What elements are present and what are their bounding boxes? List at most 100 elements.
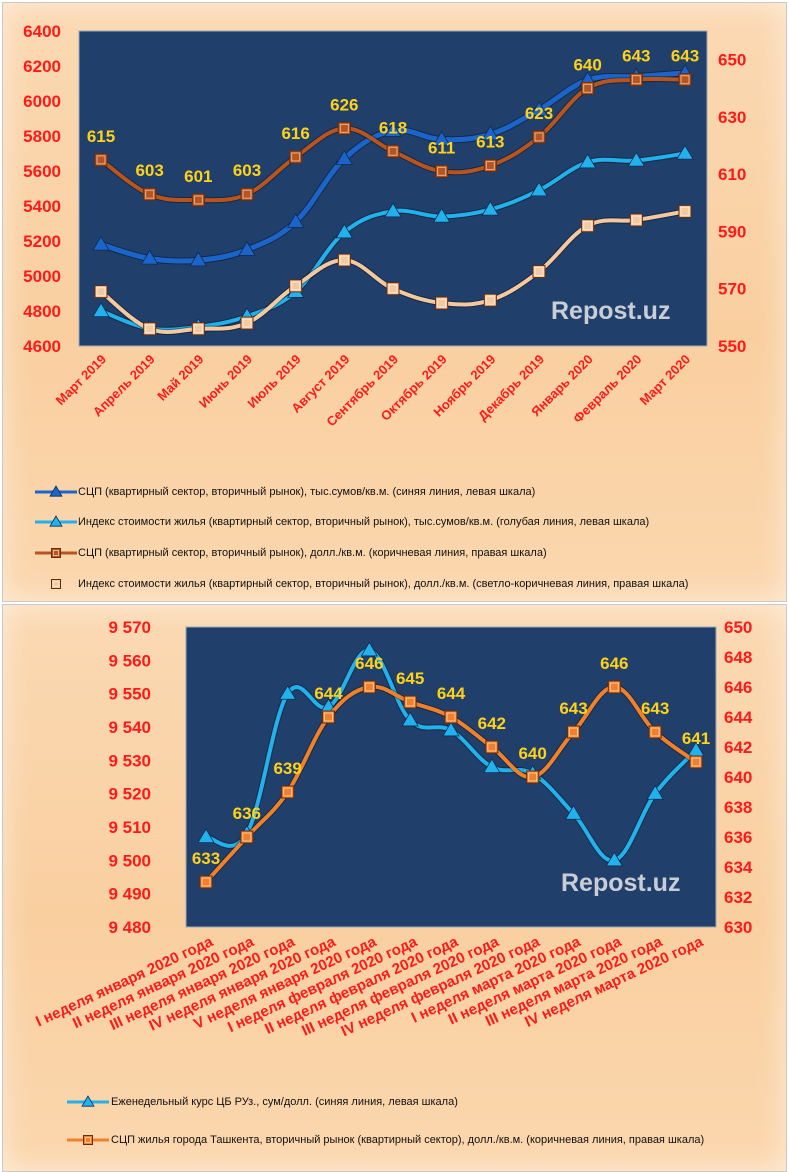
legend-marker bbox=[49, 515, 63, 527]
data-point bbox=[435, 164, 449, 178]
data-point bbox=[191, 193, 205, 207]
data-point bbox=[281, 785, 295, 799]
x-tick-label: Май 2019 bbox=[154, 352, 206, 404]
data-point bbox=[197, 828, 215, 844]
data-point bbox=[401, 711, 419, 727]
data-label: 623 bbox=[525, 104, 553, 123]
legend-label: Индекс стоимости жилья (квартирный секто… bbox=[78, 516, 650, 528]
legend-label: Индекс стоимости жилья (квартирный секто… bbox=[78, 578, 689, 590]
y-right-tick: 634 bbox=[724, 858, 753, 877]
data-point bbox=[483, 159, 497, 173]
data-point bbox=[335, 223, 354, 239]
data-label: 626 bbox=[330, 95, 358, 114]
series-2: 633 636 639 644 646 645 644 642 640 643 646 643 641 bbox=[192, 654, 710, 889]
chart-panel-2: Repost.uz 9 480 9 490 9 500 9 510 9 520 9 530 9… bbox=[2, 604, 787, 1172]
data-point bbox=[386, 282, 400, 296]
data-label: 641 bbox=[682, 729, 710, 748]
data-point bbox=[689, 755, 703, 769]
data-point bbox=[481, 125, 500, 141]
data-point bbox=[432, 130, 451, 146]
y-left-tick: 4600 bbox=[23, 337, 61, 356]
data-label: 643 bbox=[622, 47, 650, 66]
data-point bbox=[403, 695, 417, 709]
data-point bbox=[240, 830, 254, 844]
y-left-tick: 6400 bbox=[23, 22, 61, 41]
data-point bbox=[289, 150, 303, 164]
data-point bbox=[485, 740, 499, 754]
data-label: 603 bbox=[233, 161, 261, 180]
data-point bbox=[189, 251, 208, 267]
data-point bbox=[384, 121, 402, 137]
data-label: 613 bbox=[476, 133, 504, 152]
y-right-tick: 646 bbox=[724, 678, 752, 697]
data-point bbox=[337, 121, 351, 135]
legend-marker bbox=[49, 485, 63, 497]
data-point bbox=[646, 784, 664, 800]
data-point bbox=[435, 296, 449, 310]
data-label: 633 bbox=[192, 849, 220, 868]
data-label: 640 bbox=[518, 744, 546, 763]
legend-symbol bbox=[35, 485, 77, 497]
data-point bbox=[532, 130, 546, 144]
data-point bbox=[629, 73, 643, 87]
legend-symbol bbox=[67, 1095, 109, 1107]
y-left-tick: 9 530 bbox=[108, 751, 151, 770]
y-left-tick: 5000 bbox=[23, 267, 61, 286]
data-label: 645 bbox=[396, 669, 424, 688]
data-label: 611 bbox=[428, 138, 455, 157]
y-right-tick: 570 bbox=[718, 280, 746, 299]
data-point bbox=[532, 265, 546, 279]
legend-label: СЦП (квартирный сектор, вторичный рынок)… bbox=[78, 486, 536, 498]
y-left-tick: 9 540 bbox=[108, 718, 151, 737]
data-point bbox=[335, 149, 354, 165]
data-point bbox=[362, 680, 376, 694]
data-point bbox=[483, 293, 497, 307]
y-left-tick: 9 490 bbox=[108, 885, 151, 904]
data-point bbox=[191, 322, 205, 336]
data-point bbox=[530, 100, 548, 116]
data-point bbox=[92, 302, 110, 318]
data-label: 642 bbox=[478, 714, 506, 733]
data-label: 643 bbox=[559, 699, 587, 718]
data-point bbox=[384, 202, 402, 218]
data-point bbox=[578, 153, 597, 169]
y-left-tick: 9 480 bbox=[108, 918, 151, 937]
data-label: 644 bbox=[314, 684, 343, 703]
y-left-tick: 9 510 bbox=[108, 818, 151, 837]
data-point bbox=[94, 153, 108, 167]
data-label: 603 bbox=[135, 161, 163, 180]
data-point bbox=[442, 721, 460, 737]
legend-label: СЦП жилья города Ташкента, вторичный рын… bbox=[111, 1134, 705, 1146]
data-point bbox=[240, 316, 254, 330]
legend-symbol bbox=[67, 1135, 109, 1145]
legend-marker bbox=[51, 548, 61, 558]
x-tick-label: Март 2020 bbox=[637, 352, 693, 408]
data-point bbox=[140, 249, 159, 265]
data-label: 639 bbox=[273, 759, 301, 778]
data-point bbox=[564, 804, 583, 820]
data-point bbox=[238, 240, 256, 256]
y-left-tick: 6000 bbox=[23, 92, 61, 111]
y-left-tick: 9 550 bbox=[108, 685, 151, 704]
data-point bbox=[678, 73, 692, 87]
y-left-tick: 9 520 bbox=[108, 785, 151, 804]
data-point bbox=[605, 851, 624, 867]
legend-marker bbox=[51, 579, 61, 589]
legend-symbol bbox=[51, 579, 61, 589]
y-right-tick: 590 bbox=[718, 222, 746, 241]
chart-1: Repost.uz 4600 4800 5000 5200 5400 5600 5800 600… bbox=[23, 22, 746, 429]
y-right-tick: 650 bbox=[724, 618, 752, 637]
y-left-tick: 9 570 bbox=[108, 618, 151, 637]
data-label: 643 bbox=[671, 47, 699, 66]
y-right-tick: 644 bbox=[724, 708, 753, 727]
y-left-tick: 5200 bbox=[23, 232, 61, 251]
data-point bbox=[240, 187, 254, 201]
series-4 bbox=[94, 204, 692, 336]
y-left-tick: 5800 bbox=[23, 127, 61, 146]
data-point bbox=[526, 770, 540, 784]
data-point bbox=[530, 181, 548, 197]
data-label: 643 bbox=[641, 699, 669, 718]
y-left-tick: 9 500 bbox=[108, 851, 151, 870]
y-right-tick: 650 bbox=[718, 51, 746, 70]
data-point bbox=[278, 684, 297, 700]
